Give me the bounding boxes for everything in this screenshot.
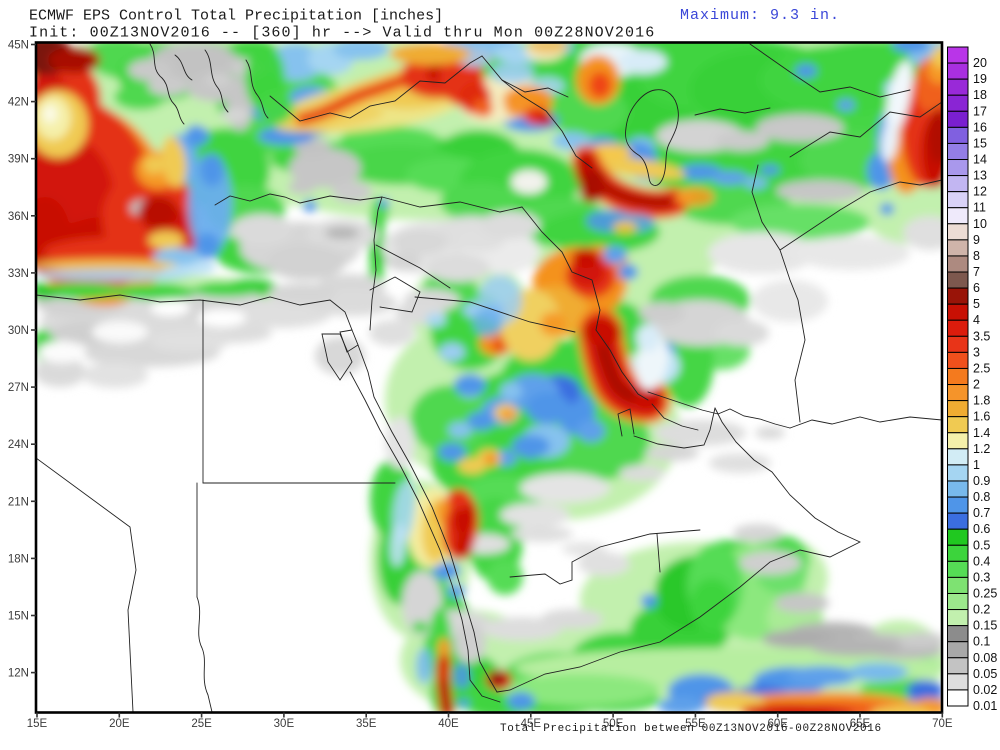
svg-text:11: 11 (973, 201, 986, 215)
svg-text:40E: 40E (438, 718, 459, 730)
svg-text:60E: 60E (767, 718, 788, 730)
svg-text:2.5: 2.5 (973, 361, 990, 375)
svg-text:65E: 65E (850, 718, 871, 730)
svg-text:20: 20 (973, 56, 987, 70)
svg-text:6: 6 (973, 281, 980, 295)
svg-text:18: 18 (973, 88, 987, 102)
svg-text:5: 5 (973, 297, 980, 311)
svg-text:1: 1 (973, 458, 980, 472)
svg-text:0.01: 0.01 (973, 699, 997, 713)
svg-text:Maximum: 9.3 in.: Maximum: 9.3 in. (680, 7, 840, 24)
svg-text:15: 15 (973, 136, 987, 150)
svg-text:20E: 20E (109, 718, 130, 730)
svg-text:1.6: 1.6 (973, 410, 990, 424)
svg-text:1.8: 1.8 (973, 394, 990, 408)
svg-text:39N: 39N (8, 154, 29, 166)
svg-text:70E: 70E (932, 718, 953, 730)
svg-text:0.3: 0.3 (973, 570, 990, 584)
svg-text:0.15: 0.15 (973, 619, 997, 633)
svg-text:3: 3 (973, 345, 980, 359)
svg-text:0.7: 0.7 (973, 506, 990, 520)
svg-text:13: 13 (973, 169, 987, 183)
svg-text:2: 2 (973, 378, 980, 392)
svg-text:ECMWF EPS Control Total Precip: ECMWF EPS Control Total Precipitation [i… (29, 8, 443, 25)
svg-text:0.9: 0.9 (973, 474, 990, 488)
svg-text:0.5: 0.5 (973, 538, 990, 552)
svg-text:0.02: 0.02 (973, 683, 997, 697)
svg-text:18N: 18N (8, 553, 29, 565)
svg-text:9: 9 (973, 233, 980, 247)
svg-text:16: 16 (973, 120, 987, 134)
svg-text:27N: 27N (8, 382, 29, 394)
svg-text:45N: 45N (8, 40, 29, 52)
svg-text:7: 7 (973, 265, 980, 279)
svg-text:12: 12 (973, 185, 987, 199)
svg-text:45E: 45E (521, 718, 542, 730)
svg-text:15E: 15E (27, 718, 48, 730)
svg-text:35E: 35E (356, 718, 377, 730)
svg-text:Init: 00Z13NOV2016 -- [360] hr: Init: 00Z13NOV2016 -- [360] hr --> Valid… (29, 25, 655, 42)
svg-text:33N: 33N (8, 268, 29, 280)
svg-text:0.25: 0.25 (973, 586, 997, 600)
svg-text:0.2: 0.2 (973, 603, 990, 617)
svg-text:50E: 50E (603, 718, 624, 730)
svg-text:0.05: 0.05 (973, 667, 997, 681)
svg-text:30N: 30N (8, 325, 29, 337)
svg-text:19: 19 (973, 72, 987, 86)
svg-text:1.2: 1.2 (973, 442, 990, 456)
svg-text:42N: 42N (8, 97, 29, 109)
svg-text:14: 14 (973, 153, 987, 167)
svg-text:Total Precipitation between 00: Total Precipitation between 00Z13NOV2016… (500, 723, 882, 735)
svg-text:3.5: 3.5 (973, 329, 990, 343)
svg-text:0.08: 0.08 (973, 651, 997, 665)
svg-text:25E: 25E (191, 718, 212, 730)
svg-text:15N: 15N (8, 611, 29, 623)
svg-text:0.4: 0.4 (973, 554, 990, 568)
svg-text:10: 10 (973, 217, 987, 231)
svg-text:24N: 24N (8, 439, 29, 451)
svg-text:12N: 12N (8, 668, 29, 680)
svg-text:17: 17 (973, 104, 987, 118)
svg-text:1.4: 1.4 (973, 426, 990, 440)
svg-text:30E: 30E (274, 718, 295, 730)
svg-text:0.8: 0.8 (973, 490, 990, 504)
svg-text:4: 4 (973, 313, 980, 327)
svg-text:36N: 36N (8, 211, 29, 223)
svg-text:0.6: 0.6 (973, 522, 990, 536)
svg-text:21N: 21N (8, 496, 29, 508)
svg-text:0.1: 0.1 (973, 635, 990, 649)
svg-text:55E: 55E (685, 718, 706, 730)
svg-text:8: 8 (973, 249, 980, 263)
